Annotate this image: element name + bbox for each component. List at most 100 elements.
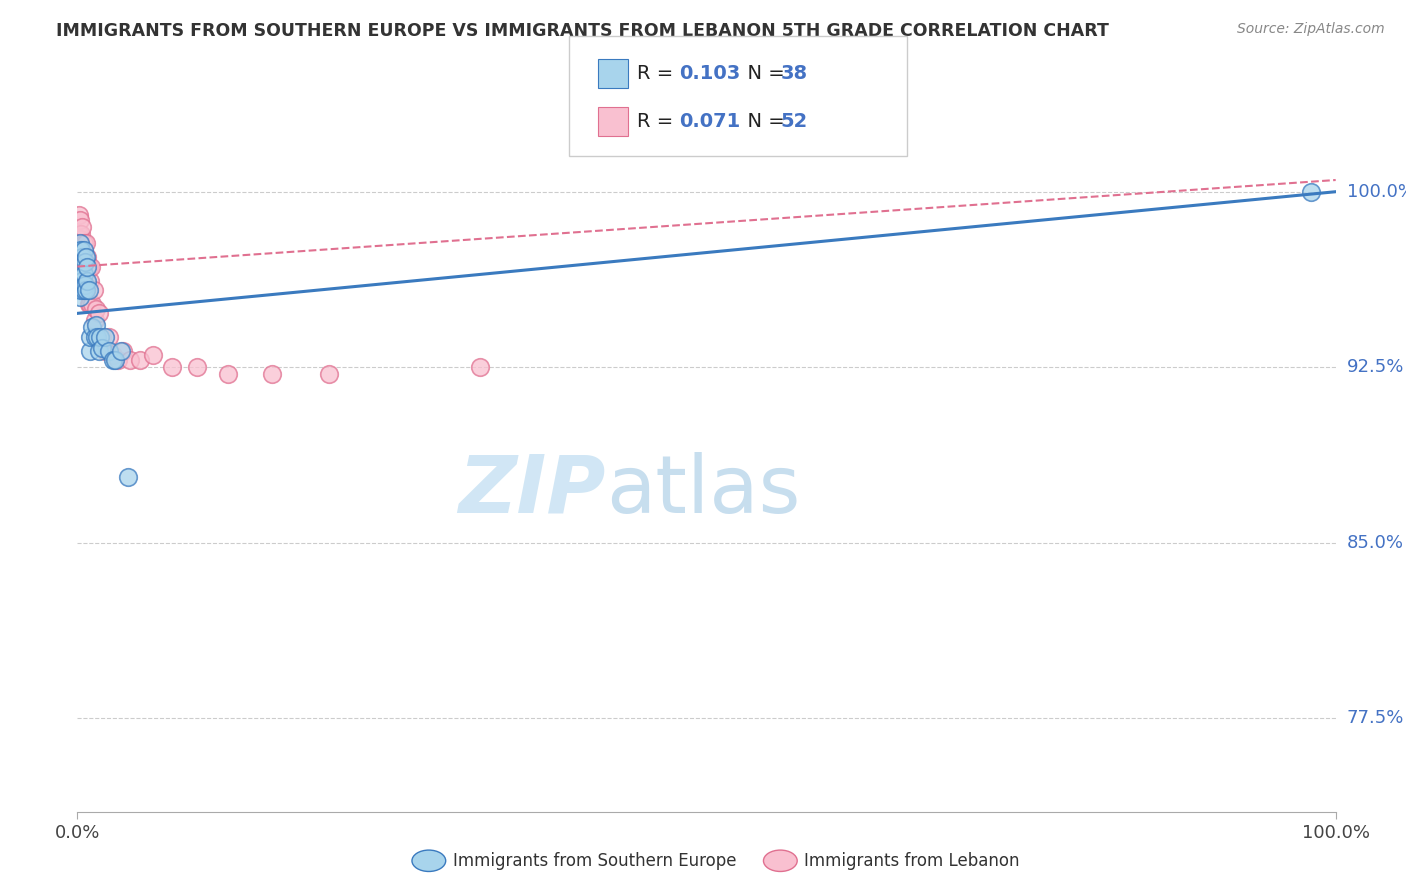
Point [72, 260, 94, 274]
Point [69, 274, 91, 288]
Point [1299, 185, 1322, 199]
Point [72, 243, 94, 257]
Text: 100.0%: 100.0% [1347, 183, 1406, 201]
Point [72, 274, 94, 288]
Point [76, 283, 98, 297]
Point [76, 250, 98, 264]
Text: Immigrants from Lebanon: Immigrants from Lebanon [804, 852, 1019, 870]
Point [468, 360, 491, 375]
Point [69, 260, 91, 274]
Text: IMMIGRANTS FROM SOUTHERN EUROPE VS IMMIGRANTS FROM LEBANON 5TH GRADE CORRELATION: IMMIGRANTS FROM SOUTHERN EUROPE VS IMMIG… [56, 22, 1109, 40]
Point [69, 212, 91, 227]
Text: atlas: atlas [606, 451, 800, 530]
Point [72, 236, 94, 251]
Point [91, 330, 114, 344]
Point [87, 306, 110, 320]
Point [73, 278, 96, 293]
Point [101, 353, 124, 368]
Point [86, 330, 108, 344]
Point [69, 290, 91, 304]
Text: 92.5%: 92.5% [1347, 359, 1405, 376]
Text: Immigrants from Southern Europe: Immigrants from Southern Europe [453, 852, 737, 870]
Point [67, 255, 90, 269]
Point [94, 343, 117, 358]
Point [120, 353, 142, 368]
Point [72, 278, 94, 293]
Point [79, 274, 101, 288]
Point [70, 243, 93, 257]
Point [86, 330, 108, 344]
Point [70, 260, 93, 274]
Point [72, 274, 94, 288]
Point [67, 208, 90, 222]
Point [72, 250, 94, 264]
Point [67, 227, 90, 241]
Point [77, 283, 100, 297]
Point [72, 243, 94, 257]
Point [160, 360, 183, 375]
Text: 38: 38 [780, 64, 807, 83]
Point [67, 283, 90, 297]
Point [72, 260, 94, 274]
Point [117, 470, 139, 484]
Text: 77.5%: 77.5% [1347, 709, 1405, 727]
Point [89, 330, 111, 344]
Point [89, 336, 111, 351]
Point [70, 227, 93, 241]
Point [83, 283, 105, 297]
Point [87, 343, 110, 358]
Point [67, 243, 90, 257]
Point [142, 349, 165, 363]
Point [91, 342, 114, 356]
Point [69, 260, 91, 274]
Text: R =: R = [637, 112, 679, 131]
Point [104, 353, 127, 368]
Point [129, 353, 152, 368]
Point [111, 343, 134, 358]
Point [67, 267, 90, 281]
Point [84, 313, 107, 327]
Point [70, 283, 93, 297]
Point [77, 260, 100, 274]
Text: Source: ZipAtlas.com: Source: ZipAtlas.com [1237, 22, 1385, 37]
Point [70, 267, 93, 281]
Point [72, 267, 94, 281]
Point [84, 330, 107, 344]
Text: 52: 52 [780, 112, 807, 131]
Point [72, 219, 94, 234]
Point [110, 343, 132, 358]
Point [79, 297, 101, 311]
Text: N =: N = [735, 64, 792, 83]
Point [75, 250, 97, 264]
Point [75, 236, 97, 251]
Point [73, 274, 96, 288]
Text: N =: N = [735, 112, 792, 131]
Point [107, 353, 129, 368]
Text: ZIP: ZIP [458, 451, 606, 530]
Text: 85.0%: 85.0% [1347, 533, 1403, 551]
Point [69, 274, 91, 288]
Point [94, 330, 117, 344]
Point [82, 297, 104, 311]
Point [76, 274, 98, 288]
Point [70, 243, 93, 257]
Point [84, 301, 107, 316]
Point [97, 330, 120, 344]
Text: R =: R = [637, 64, 679, 83]
Point [73, 250, 96, 264]
Point [75, 283, 97, 297]
Point [84, 318, 107, 332]
Point [69, 243, 91, 257]
Point [79, 330, 101, 344]
Point [80, 260, 103, 274]
Point [217, 368, 239, 382]
Point [76, 260, 98, 274]
Point [67, 243, 90, 257]
Point [75, 274, 97, 288]
Point [72, 283, 94, 297]
Text: 0.103: 0.103 [679, 64, 741, 83]
Point [77, 297, 100, 311]
Point [262, 368, 284, 382]
Point [82, 320, 104, 334]
Point [186, 360, 208, 375]
